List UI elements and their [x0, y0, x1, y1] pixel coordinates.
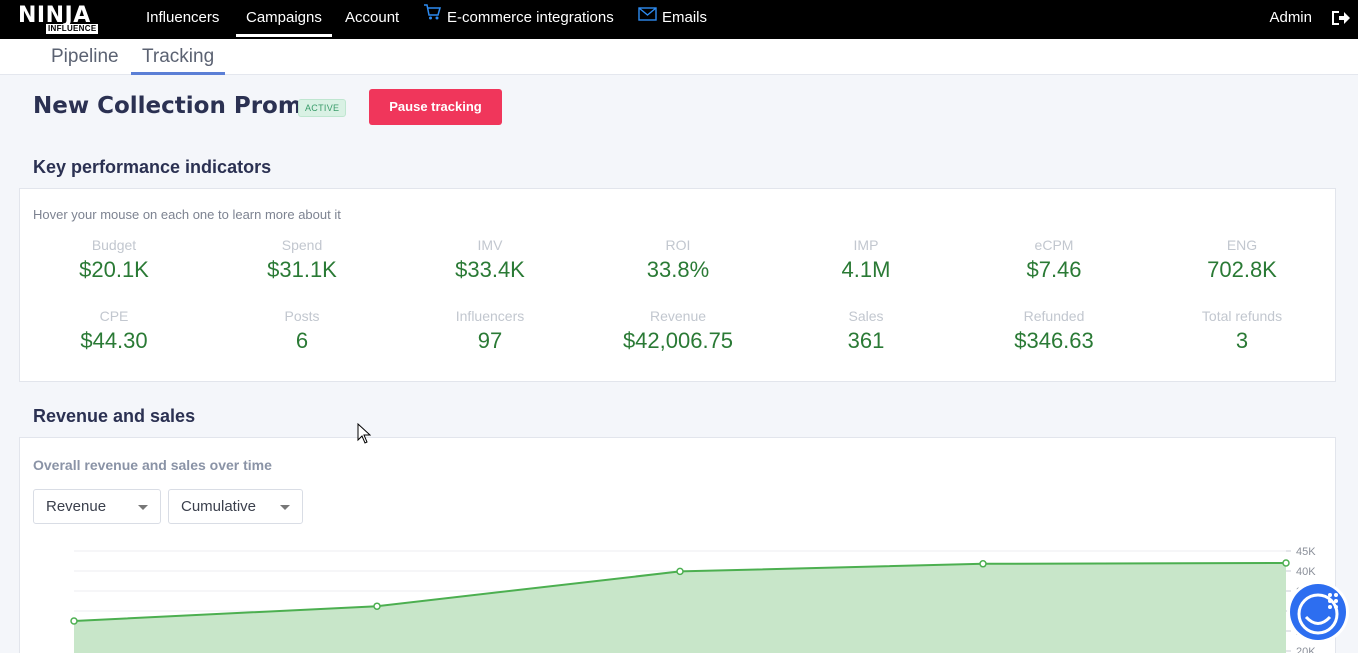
kpi-sales[interactable]: Sales 361: [847, 308, 885, 353]
nav-campaigns[interactable]: Campaigns: [236, 0, 332, 37]
kpi-eng[interactable]: ENG 702.8K: [1207, 237, 1277, 282]
revenue-subtitle: Overall revenue and sales over time: [33, 457, 272, 473]
kpi-hint: Hover your mouse on each one to learn mo…: [33, 207, 341, 222]
revenue-area: [74, 563, 1286, 653]
kpi-influencers[interactable]: Influencers 97: [455, 308, 525, 353]
chart-point[interactable]: [979, 560, 987, 568]
nav-account[interactable]: Account: [345, 9, 400, 26]
chart-points: [70, 559, 1290, 625]
mouse-cursor-icon: [357, 423, 371, 444]
kpi-refunded[interactable]: Refunded $346.63: [1014, 308, 1094, 353]
chat-widget-button[interactable]: [1290, 584, 1346, 640]
chevron-down-icon: [280, 505, 290, 510]
kpi-roi[interactable]: ROI 33.8%: [646, 237, 710, 282]
kpi-spend[interactable]: Spend $31.1K: [267, 237, 337, 282]
mode-select[interactable]: Cumulative: [168, 489, 303, 524]
user-menu[interactable]: Admin: [1269, 9, 1312, 26]
chart-point[interactable]: [676, 567, 684, 576]
kpi-total-refunds[interactable]: Total refunds 3: [1201, 308, 1283, 353]
logout-icon[interactable]: [1330, 9, 1350, 27]
revenue-section-title: Revenue and sales: [33, 406, 196, 426]
nav-ecommerce[interactable]: E-commerce integrations: [423, 0, 614, 37]
mail-icon: [638, 0, 657, 34]
nav-influencers[interactable]: Influencers: [146, 9, 220, 26]
chart-point[interactable]: [373, 602, 381, 610]
kpi-imv[interactable]: IMV $33.4K: [455, 237, 525, 282]
y-tick-label: 45K: [1296, 546, 1316, 558]
kpi-ecpm[interactable]: eCPM $7.46: [1026, 237, 1082, 282]
page-title: New Collection Promo: [33, 93, 318, 119]
pause-tracking-button[interactable]: Pause tracking: [369, 89, 502, 125]
chart-point[interactable]: [1282, 559, 1290, 567]
kpi-budget[interactable]: Budget $20.1K: [79, 237, 149, 282]
kpi-cpe[interactable]: CPE $44.30: [80, 308, 148, 353]
subtab-bar: Pipeline Tracking: [0, 39, 1358, 75]
cart-icon: [423, 0, 442, 34]
kpi-revenue[interactable]: Revenue $42,006.75: [622, 308, 734, 353]
logo-text: NINJA: [18, 3, 91, 28]
tab-tracking[interactable]: Tracking: [131, 43, 226, 75]
chat-icon: [1297, 593, 1339, 635]
kpi-imp[interactable]: IMP 4.1M: [841, 237, 891, 282]
nav-emails[interactable]: Emails: [638, 0, 707, 37]
y-tick-label: 40K: [1296, 566, 1316, 578]
kpi-posts[interactable]: Posts 6: [284, 308, 320, 353]
tab-pipeline[interactable]: Pipeline: [51, 46, 119, 67]
top-nav: NINJA INFLUENCE Influencers Campaigns Ac…: [0, 0, 1358, 39]
metric-select[interactable]: Revenue: [33, 489, 161, 524]
ninja-influence-logo[interactable]: NINJA INFLUENCE: [18, 4, 102, 34]
kpi-section-title: Key performance indicators: [33, 157, 272, 177]
chart-point[interactable]: [70, 617, 78, 625]
kpi-card: Hover your mouse on each one to learn mo…: [19, 188, 1336, 382]
y-tick-label: 20K: [1296, 646, 1316, 653]
chevron-down-icon: [138, 505, 148, 510]
logo-subtext: INFLUENCE: [46, 24, 99, 34]
status-badge: ACTIVE: [298, 99, 347, 117]
